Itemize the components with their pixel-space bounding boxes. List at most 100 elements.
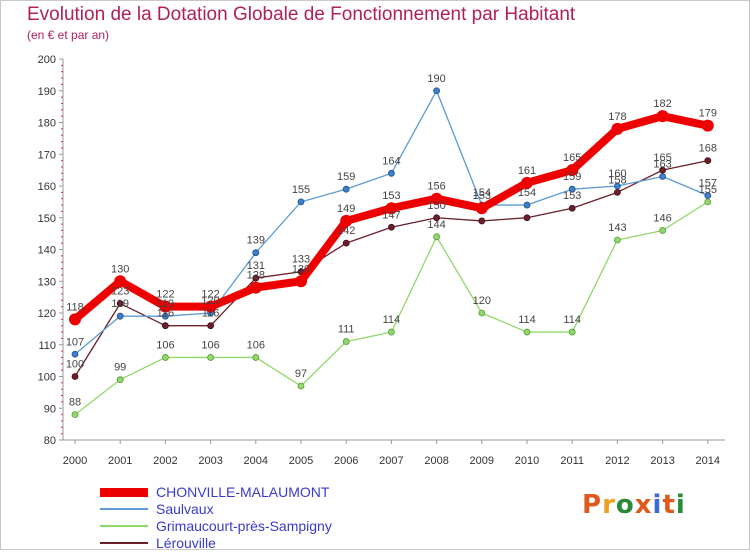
- data-point-saulvaux: [116, 312, 124, 320]
- data-point-grimaucourt-pr-s-sampigny: [297, 382, 305, 390]
- y-tick-label: 160: [38, 181, 56, 193]
- x-tick-label: 2013: [650, 455, 674, 467]
- data-point-chonville-malaumont: [430, 192, 443, 205]
- y-tick-label: 150: [38, 213, 56, 225]
- chart-subtitle: (en € et par an): [27, 28, 110, 42]
- legend-swatch: [100, 542, 148, 544]
- data-point-l-rouville: [523, 214, 531, 222]
- data-label-saulvaux: 163: [653, 158, 671, 170]
- data-point-grimaucourt-pr-s-sampigny: [71, 411, 79, 419]
- data-point-l-rouville: [252, 274, 260, 282]
- data-label-l-rouville: 100: [66, 359, 84, 371]
- data-point-grimaucourt-pr-s-sampigny: [523, 328, 531, 336]
- y-tick-label: 80: [44, 435, 56, 447]
- data-label-saulvaux: 139: [247, 235, 265, 247]
- data-point-chonville-malaumont: [295, 275, 307, 288]
- x-tick-label: 2012: [605, 455, 629, 467]
- data-label-grimaucourt-pr-s-sampigny: 106: [156, 339, 174, 351]
- data-label-saulvaux: 119: [157, 298, 175, 310]
- series-layer: [69, 87, 714, 419]
- data-point-chonville-malaumont: [340, 214, 353, 227]
- data-point-grimaucourt-pr-s-sampigny: [614, 236, 621, 244]
- data-point-chonville-malaumont: [159, 300, 172, 313]
- data-point-l-rouville: [116, 300, 124, 307]
- data-label-saulvaux: 119: [111, 298, 129, 310]
- data-label-saulvaux: 160: [608, 168, 626, 180]
- data-point-l-rouville: [704, 157, 712, 165]
- data-point-grimaucourt-pr-s-sampigny: [207, 354, 215, 361]
- data-label-saulvaux: 107: [66, 336, 84, 348]
- x-tick-label: 2003: [198, 455, 222, 467]
- data-point-chonville-malaumont: [521, 176, 533, 189]
- data-label-grimaucourt-pr-s-sampigny: 120: [473, 295, 491, 307]
- data-point-chonville-malaumont: [385, 202, 398, 215]
- data-point-l-rouville: [478, 217, 486, 225]
- data-label-chonville-malaumont: 130: [292, 263, 310, 275]
- data-point-l-rouville: [568, 204, 576, 212]
- data-point-saulvaux: [433, 87, 441, 95]
- data-point-l-rouville: [614, 188, 621, 196]
- data-labels: 100 123 116 116 131 133 142 147 150 153 158 165 168 8…: [66, 73, 717, 409]
- data-point-grimaucourt-pr-s-sampigny: [252, 354, 260, 361]
- data-label-l-rouville: 116: [202, 308, 220, 320]
- data-point-saulvaux: [252, 249, 260, 257]
- data-label-chonville-malaumont: 179: [699, 108, 717, 120]
- x-tick-label: 2010: [515, 455, 539, 467]
- data-label-saulvaux: 154: [473, 187, 491, 199]
- data-label-chonville-malaumont: 122: [156, 289, 174, 301]
- legend-label: Lérouville: [156, 535, 216, 551]
- legend-label: Grimaucourt-près-Sampigny: [156, 518, 332, 534]
- logo-letter: i: [675, 490, 686, 520]
- data-point-chonville-malaumont: [701, 119, 714, 132]
- data-point-grimaucourt-pr-s-sampigny: [568, 328, 576, 336]
- logo-letter: i: [652, 490, 663, 520]
- y-tick-label: 180: [38, 118, 56, 130]
- data-point-grimaucourt-pr-s-sampigny: [704, 198, 712, 206]
- data-label-saulvaux: 157: [699, 178, 717, 190]
- data-label-grimaucourt-pr-s-sampigny: 144: [427, 219, 445, 231]
- logo-letter: o: [615, 490, 635, 520]
- logo-letter: r: [602, 490, 616, 520]
- y-tick-label: 90: [44, 403, 56, 415]
- data-point-grimaucourt-pr-s-sampigny: [433, 233, 441, 241]
- data-point-chonville-malaumont: [656, 110, 669, 123]
- data-label-grimaucourt-pr-s-sampigny: 114: [383, 314, 401, 326]
- data-label-saulvaux: 190: [427, 73, 445, 85]
- data-point-saulvaux: [71, 350, 79, 358]
- data-label-l-rouville: 158: [608, 174, 626, 186]
- data-label-l-rouville: 165: [653, 152, 671, 164]
- data-point-saulvaux: [659, 173, 666, 180]
- data-point-grimaucourt-pr-s-sampigny: [387, 328, 395, 336]
- data-label-grimaucourt-pr-s-sampigny: 114: [518, 314, 536, 326]
- x-tick-label: 2008: [424, 455, 448, 467]
- data-point-chonville-malaumont: [204, 300, 217, 313]
- data-label-l-rouville: 153: [563, 190, 581, 202]
- data-label-chonville-malaumont: 130: [111, 263, 129, 275]
- data-point-saulvaux: [161, 312, 169, 320]
- y-tick-label: 200: [38, 54, 56, 66]
- x-tick-label: 2005: [289, 455, 313, 467]
- data-label-saulvaux: 159: [563, 171, 581, 183]
- data-point-l-rouville: [207, 322, 215, 330]
- data-label-l-rouville: 123: [111, 285, 129, 297]
- x-tick-label: 2002: [153, 455, 177, 467]
- data-label-chonville-malaumont: 165: [563, 152, 581, 164]
- data-point-saulvaux: [342, 185, 350, 193]
- data-point-saulvaux: [387, 169, 395, 177]
- data-point-grimaucourt-pr-s-sampigny: [478, 309, 486, 317]
- data-label-l-rouville: 133: [292, 254, 310, 266]
- data-point-l-rouville: [161, 322, 169, 330]
- y-tick-label: 110: [38, 340, 56, 352]
- data-point-chonville-malaumont: [249, 281, 262, 294]
- data-point-grimaucourt-pr-s-sampigny: [659, 227, 666, 234]
- data-point-chonville-malaumont: [611, 122, 624, 135]
- data-label-chonville-malaumont: 122: [201, 289, 219, 301]
- logo-letter: x: [634, 490, 653, 520]
- axes: 80 90 100 110 120 130 140 150 160 170 180 190 200 200…: [38, 54, 725, 467]
- x-tick-label: 2006: [334, 455, 358, 467]
- data-point-saulvaux: [523, 201, 531, 209]
- data-point-chonville-malaumont: [566, 164, 579, 177]
- y-tick-label: 130: [38, 276, 56, 288]
- data-label-saulvaux: 120: [201, 295, 219, 307]
- data-point-saulvaux: [568, 185, 576, 193]
